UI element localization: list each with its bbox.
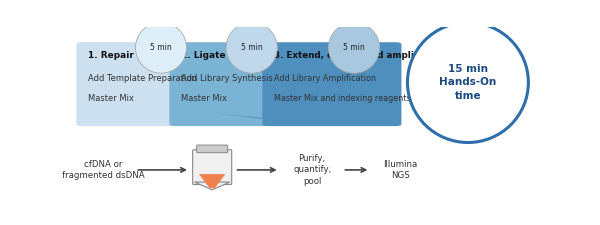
Text: 2. Ligate: 2. Ligate bbox=[181, 51, 226, 60]
Text: Master Mix: Master Mix bbox=[88, 94, 134, 103]
Text: 1. Repair: 1. Repair bbox=[88, 51, 134, 60]
FancyBboxPatch shape bbox=[76, 42, 178, 126]
Text: Master Mix and indexing reagents: Master Mix and indexing reagents bbox=[274, 94, 410, 103]
Text: 3. Extend, cleave, and amplify: 3. Extend, cleave, and amplify bbox=[274, 51, 424, 60]
Ellipse shape bbox=[328, 22, 380, 73]
Text: Add Library Amplification: Add Library Amplification bbox=[274, 74, 376, 83]
Text: Add Template Preparation: Add Template Preparation bbox=[88, 74, 197, 83]
Text: 15 min
Hands-On
time: 15 min Hands-On time bbox=[439, 64, 497, 101]
Text: 5 min: 5 min bbox=[150, 43, 172, 52]
Polygon shape bbox=[108, 114, 217, 124]
FancyBboxPatch shape bbox=[193, 150, 232, 184]
Polygon shape bbox=[199, 174, 226, 188]
FancyBboxPatch shape bbox=[262, 42, 401, 126]
FancyBboxPatch shape bbox=[169, 42, 271, 126]
Text: 5 min: 5 min bbox=[343, 43, 365, 52]
Text: 5 min: 5 min bbox=[241, 43, 263, 52]
Polygon shape bbox=[201, 114, 221, 124]
Ellipse shape bbox=[226, 22, 277, 73]
Text: Illumina
NGS: Illumina NGS bbox=[383, 160, 418, 180]
Text: Master Mix: Master Mix bbox=[181, 94, 227, 103]
Polygon shape bbox=[217, 114, 329, 124]
Text: Add Library Synthesis: Add Library Synthesis bbox=[181, 74, 273, 83]
Polygon shape bbox=[194, 182, 230, 190]
Text: cfDNA or
fragmented dsDNA: cfDNA or fragmented dsDNA bbox=[62, 160, 144, 180]
Ellipse shape bbox=[407, 22, 529, 142]
FancyBboxPatch shape bbox=[197, 145, 228, 153]
Text: Purify,
quantify,
pool: Purify, quantify, pool bbox=[293, 154, 331, 186]
Ellipse shape bbox=[136, 22, 187, 73]
